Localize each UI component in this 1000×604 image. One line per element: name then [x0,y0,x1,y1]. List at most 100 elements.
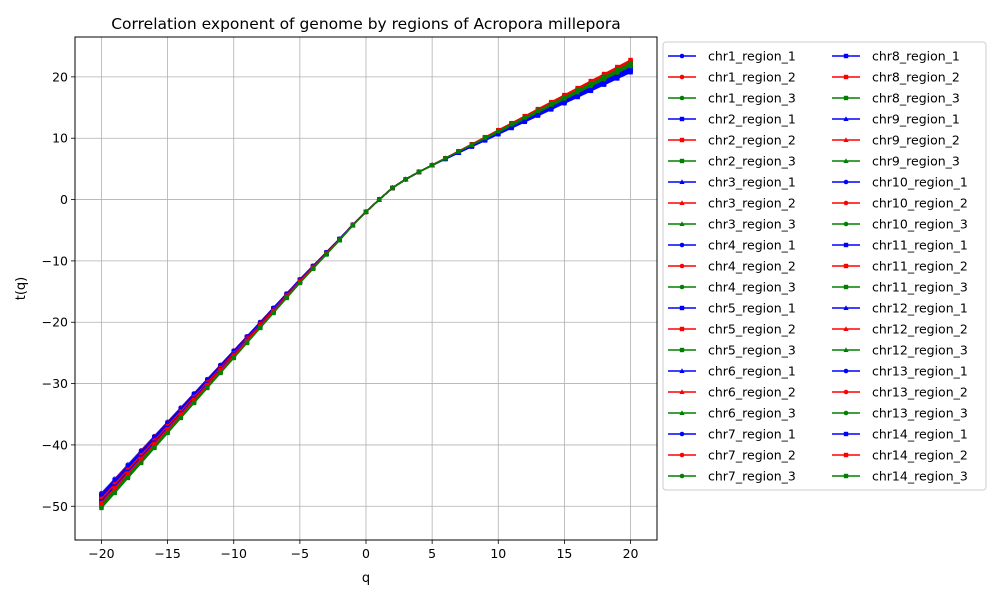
legend-swatch-marker [679,284,685,290]
data-point [218,370,223,376]
legend-swatch-marker [843,179,849,185]
y-tick-label: −40 [42,437,68,452]
data-point [443,156,448,161]
legend-item: chr4_region_2 [668,259,796,274]
x-tick-label: 15 [556,546,572,561]
legend-swatch-marker [843,158,849,163]
legend-swatch-marker [843,410,849,416]
legend-label: chr12_region_2 [872,322,968,337]
legend-label: chr14_region_1 [872,427,968,442]
x-tick-label: −15 [154,546,180,561]
data-point [601,81,607,87]
legend-swatch-marker [843,452,849,458]
data-point [205,382,210,388]
legend-item: chr14_region_2 [832,448,968,463]
legend-label: chr11_region_2 [872,259,968,274]
data-point [416,169,422,175]
data-point [152,445,157,451]
legend-label: chr8_region_2 [872,70,960,85]
legend-item: chr10_region_3 [832,217,968,232]
legend-label: chr13_region_2 [872,385,968,400]
data-point [615,64,620,70]
legend-item: chr3_region_2 [668,196,796,211]
x-tick-label: 0 [362,546,370,561]
legend-swatch-marker [843,221,849,227]
legend-swatch-marker [843,95,849,101]
y-tick-label: 20 [52,69,68,84]
legend-swatch-marker [679,431,685,437]
legend-label: chr10_region_3 [872,217,968,232]
legend-swatch-marker [843,431,849,437]
data-point [390,185,395,191]
data-point [588,81,594,86]
legend-item: chr7_region_3 [668,469,796,484]
x-axis-label: q [362,571,370,586]
legend-label: chr14_region_3 [872,469,968,484]
legend-swatch-marker [843,116,849,121]
data-point [522,119,527,124]
legend-swatch-marker [679,347,685,353]
legend-label: chr9_region_3 [872,154,960,169]
legend-swatch-marker [679,368,685,373]
data-point [257,325,263,331]
legend-swatch-marker [679,95,685,101]
data-point [548,106,554,112]
legend-swatch-marker [843,74,849,80]
data-point [231,353,236,358]
legend-label: chr12_region_3 [872,343,968,358]
legend-label: chr6_region_3 [708,406,796,421]
legend-label: chr6_region_2 [708,385,796,400]
legend-swatch-marker [843,368,849,374]
legend-label: chr8_region_3 [872,91,960,106]
data-point [363,209,369,215]
legend-label: chr1_region_2 [708,70,796,85]
y-tick-label: 10 [52,131,68,146]
data-point [165,430,170,436]
data-point [138,460,144,466]
legend-label: chr10_region_2 [872,196,968,211]
legend-item: chr8_region_1 [832,49,960,64]
data-point [178,415,184,421]
legend-swatch-marker [679,452,685,458]
data-point [509,122,514,127]
legend-swatch-marker [843,347,849,352]
data-point [456,149,461,154]
legend-swatch-marker [679,473,685,479]
legend-item: chr5_region_1 [668,301,796,316]
legend-item: chr14_region_1 [832,427,968,442]
data-point [99,500,104,506]
legend-label: chr14_region_2 [872,448,968,463]
series-chr14_region_3 [99,60,633,511]
data-point [271,310,276,316]
legend-swatch-marker [843,389,849,395]
data-point [615,67,620,73]
legend-label: chr9_region_1 [872,112,960,127]
x-tick-label: 10 [490,546,506,561]
legend-item: chr10_region_1 [832,175,968,190]
legend-swatch-marker [679,74,685,80]
data-point [601,74,607,79]
legend-frame [662,41,987,491]
legend-label: chr7_region_1 [708,427,796,442]
data-point [548,101,554,107]
legend-swatch-marker [679,116,685,122]
data-point [191,397,197,402]
y-tick-label: −10 [42,253,68,268]
legend-swatch-marker [679,221,685,226]
legend-swatch-marker [843,242,849,248]
legend-item: chr8_region_2 [832,70,960,85]
data-point [138,456,144,461]
legend-swatch-marker [679,53,685,59]
legend-item: chr4_region_1 [668,238,796,253]
y-tick-label: −20 [42,315,68,330]
grid [75,37,657,540]
data-point [403,177,408,182]
legend-item: chr10_region_2 [832,196,968,211]
data-point [205,385,210,391]
data-point [112,490,117,496]
data-point [522,115,527,120]
data-point [337,238,342,243]
data-point [244,340,250,346]
data-point [628,57,633,63]
